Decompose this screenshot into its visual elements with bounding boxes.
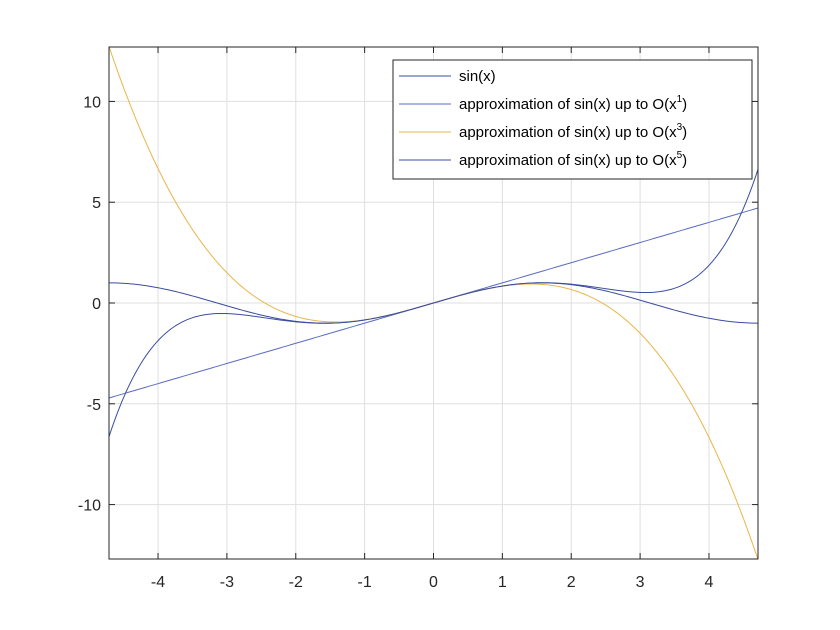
x-tick-label: -3 — [220, 574, 234, 591]
y-tick-label: 0 — [92, 296, 101, 313]
legend-entry-0: sin(x) — [459, 68, 496, 85]
x-tick-label: 0 — [429, 574, 438, 591]
y-tick-label: 5 — [92, 195, 101, 212]
legend-box — [392, 59, 753, 180]
legend-entry-3: approximation of sin(x) up to O(x5) — [459, 150, 687, 169]
x-tick-label: -1 — [358, 574, 372, 591]
series-lines — [109, 47, 758, 559]
y-tick-label: -10 — [78, 498, 101, 515]
series-line-3 — [109, 169, 758, 437]
x-tick-label: 3 — [636, 574, 645, 591]
x-tick-label: 1 — [498, 574, 507, 591]
legend-entry-2: approximation of sin(x) up to O(x3) — [459, 122, 687, 141]
legend: sin(x) approximation of sin(x) up to O(x1… — [392, 59, 753, 180]
y-tick-label: -5 — [87, 397, 101, 414]
legend-entry-1: approximation of sin(x) up to O(x1) — [459, 94, 687, 113]
y-tick-label: 10 — [83, 94, 101, 111]
x-tick-label: -4 — [151, 574, 165, 591]
x-tick-label: 4 — [705, 574, 714, 591]
x-tick-label: -2 — [289, 574, 303, 591]
x-tick-label: 2 — [567, 574, 576, 591]
